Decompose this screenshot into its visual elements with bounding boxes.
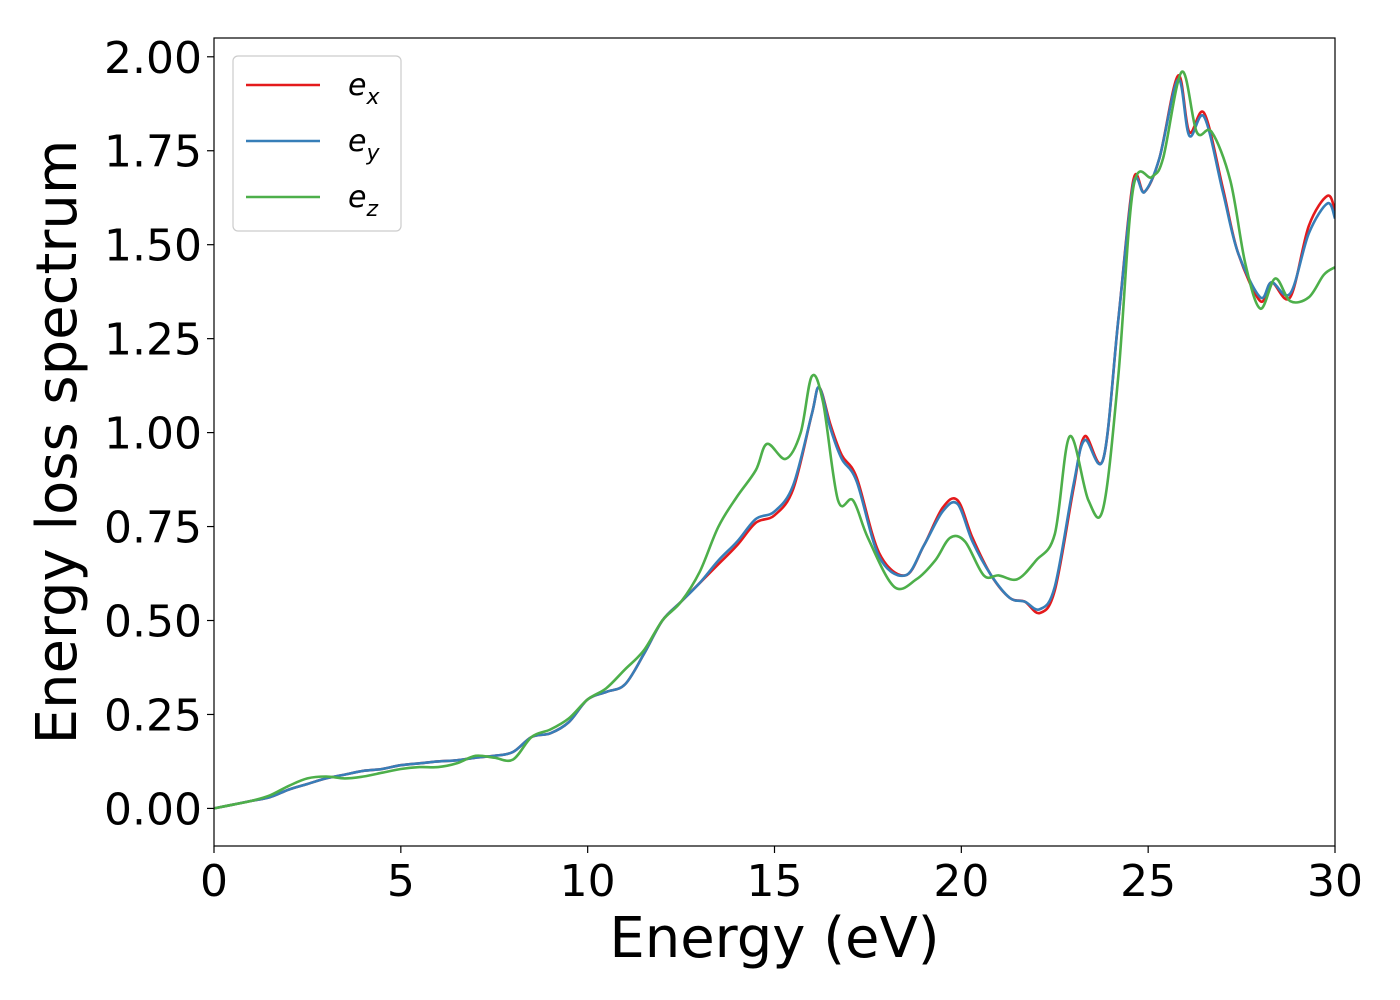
legend-frame xyxy=(232,55,402,232)
y-axis: 0.00 0.25 0.50 0.75 1.00 1.25 1.50 1.75 2.00 xyxy=(104,33,214,835)
y-tick-label: 0.00 xyxy=(104,784,202,835)
y-tick-label: 1.75 xyxy=(104,127,202,178)
y-tick-label: 2.00 xyxy=(104,33,202,84)
y-tick-label: 1.00 xyxy=(104,409,202,460)
x-tick-label: 15 xyxy=(747,856,803,907)
x-tick-label: 30 xyxy=(1307,856,1363,907)
legend-item-x: ex xyxy=(246,68,380,110)
y-tick-label: 1.25 xyxy=(104,315,202,366)
legend-item-y: ey xyxy=(246,124,380,166)
x-tick-label: 10 xyxy=(560,856,616,907)
y-axis-title: Energy loss spectrum xyxy=(25,140,90,745)
series-line-z xyxy=(214,70,1335,810)
x-axis: 0 5 10 15 20 25 30 xyxy=(200,846,1363,907)
legend-label: ez xyxy=(348,180,378,222)
legend-label: ex xyxy=(348,68,380,110)
y-tick-label: 0.25 xyxy=(104,690,202,741)
x-axis-title: Energy (eV) xyxy=(609,906,939,971)
x-tick-label: 20 xyxy=(933,856,989,907)
x-tick-label: 5 xyxy=(387,856,415,907)
x-tick-label: 0 xyxy=(200,856,228,907)
x-tick-label: 25 xyxy=(1120,856,1176,907)
y-tick-label: 0.75 xyxy=(104,503,202,554)
y-tick-label: 1.50 xyxy=(104,221,202,272)
legend-label: ey xyxy=(348,124,380,166)
legend: ex ey ez xyxy=(232,55,402,232)
legend-item-z: ez xyxy=(246,180,378,222)
y-tick-label: 0.50 xyxy=(104,597,202,648)
series-layer xyxy=(214,70,1335,810)
